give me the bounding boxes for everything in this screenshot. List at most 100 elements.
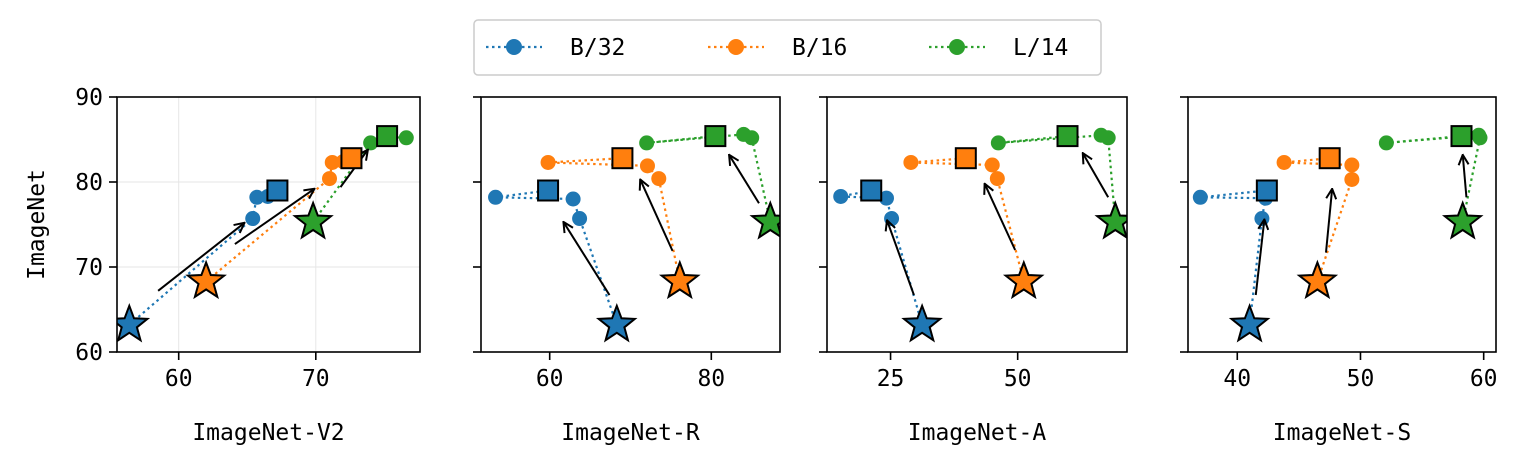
arrow [1463,155,1467,198]
x-tick-label: 60 [536,366,564,392]
square-marker-b32 [860,179,883,202]
arrow [563,222,611,296]
arrow [1083,153,1110,198]
series-line-b16 [910,157,1025,282]
x-tick-label: 50 [1004,366,1032,392]
star-marker-b32 [595,302,638,343]
series-line-b32 [1200,189,1267,325]
data-point-b16 [1276,154,1292,170]
star-marker-l14 [292,200,334,240]
arrow [887,220,915,296]
y-tick-label: 70 [75,255,103,281]
arrow [157,223,244,292]
y-tick-label: 90 [75,85,103,111]
x-axis-label: ImageNet-R [561,420,700,446]
legend-marker-l14 [949,39,965,55]
data-point-b16 [324,154,340,170]
series-line-l14 [1386,134,1482,223]
data-point-b32 [878,190,894,206]
data-point-l14 [363,135,379,151]
legend-frame [473,19,1102,76]
data-point-b16 [1344,171,1360,187]
panel-1: 60 70 60 70 80 90 ImageNet-V2 ImageNet [24,85,421,446]
data-point-b16 [639,158,655,174]
square-marker-b16 [611,147,634,170]
x-axis-label: ImageNet-V2 [192,420,344,446]
data-point-l14 [1378,135,1394,151]
square-marker-l14 [1056,125,1079,148]
square-marker-b32 [266,179,289,202]
star-marker-b16 [1296,259,1339,300]
y-tick-label: 60 [75,340,103,366]
data-point-b16 [322,171,338,187]
data-layer [488,125,780,343]
data-point-l14 [990,135,1006,151]
panel-4: 40 50 60 ImageNet-S [1180,96,1498,446]
square-marker-b16 [954,147,977,170]
plot-frame [826,96,1128,353]
plot-frame [116,96,421,353]
star-marker-b16 [185,259,227,300]
data-point-b32 [572,211,588,227]
arrow [985,184,1017,251]
series-line-b32 [128,189,278,326]
legend-label-b32: B/32 [570,35,625,61]
x-tick-label: 50 [1347,366,1375,392]
data-point-l14 [398,130,414,146]
data-point-b16 [540,154,556,170]
data-point-b16 [1344,157,1360,173]
data-layer [833,125,1127,343]
legend-label-l14: L/14 [1013,35,1068,61]
arrow [729,155,760,204]
legend-marker-b16 [728,39,744,55]
x-tick-label: 25 [877,366,905,392]
series-line-b32 [495,189,618,326]
x-tick-label: 60 [1470,366,1498,392]
data-point-l14 [1093,127,1109,143]
star-marker-l14 [749,200,780,240]
data-layer [117,125,414,343]
data-point-b16 [651,171,667,187]
data-point-b16 [903,154,919,170]
data-point-b32 [1254,211,1270,227]
star-marker-b16 [658,259,701,300]
legend-label-b16: B/16 [792,35,847,61]
data-point-b32 [833,188,849,204]
x-axis-label: ImageNet-A [908,420,1047,446]
square-marker-b32 [1255,179,1278,202]
y-tick-label: 80 [75,170,103,196]
star-marker-l14 [1441,200,1484,240]
data-point-l14 [736,126,752,142]
star-marker-b32 [117,302,151,343]
x-axis-label: ImageNet-S [1273,420,1411,446]
star-marker-l14 [1094,200,1127,240]
data-point-b32 [565,191,581,207]
arrow [234,189,315,245]
square-marker-l14 [704,125,727,148]
panel-2: 60 80 ImageNet-R [473,96,781,446]
data-point-b16 [984,157,1000,173]
square-marker-l14 [376,125,399,148]
square-marker-b16 [340,147,363,170]
data-point-b32 [245,211,261,227]
x-tick-label: 40 [1223,366,1251,392]
data-point-l14 [1471,127,1487,143]
legend: B/32 B/16 L/14 [473,19,1102,76]
plot-frame [1187,96,1497,353]
star-marker-b16 [1002,259,1045,300]
x-tick-label: 70 [302,366,330,392]
series-line-l14 [646,133,772,223]
square-marker-b16 [1318,147,1341,170]
legend-marker-b32 [506,39,522,55]
star-marker-b32 [901,302,943,343]
x-tick-label: 80 [697,366,725,392]
arrow [1254,219,1265,296]
data-point-b32 [884,211,900,227]
x-tick-label: 60 [165,366,193,392]
plot-frame [480,96,781,353]
data-point-b32 [249,189,265,205]
arrow [1324,189,1332,253]
y-axis-label: ImageNet [24,169,50,280]
panel-3: 25 50 ImageNet-A [819,96,1128,446]
